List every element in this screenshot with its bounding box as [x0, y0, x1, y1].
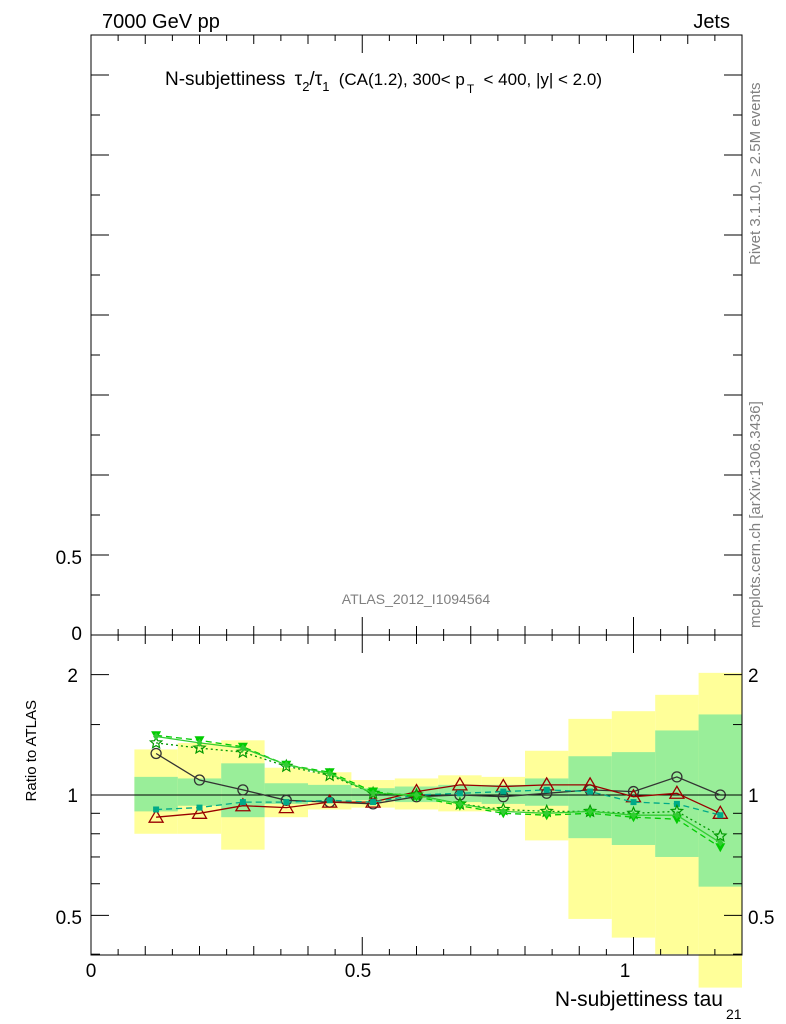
- point-diamond-3: [283, 760, 290, 769]
- y-axis-label: Ratio to ATLAS: [23, 700, 40, 801]
- point-square-10: [587, 788, 594, 795]
- series-line-diamond: [156, 735, 721, 844]
- point-square-5: [370, 799, 377, 806]
- ratio-ytick-right-1: 1: [748, 786, 759, 807]
- title-tau-2: τ: [295, 69, 303, 90]
- main-frame: [90, 34, 743, 636]
- point-circle-12: [671, 771, 683, 783]
- point-square-0: [153, 806, 160, 813]
- point-square-3: [283, 799, 290, 806]
- point-diamond-11: [630, 811, 637, 820]
- point-square-13: [717, 812, 724, 819]
- point-square-1: [196, 804, 203, 811]
- x-axis-label-subscript: 21: [726, 1006, 742, 1022]
- title-sub-T: T: [467, 82, 475, 96]
- point-diamond-0: [153, 732, 160, 741]
- point-triangle-13: [712, 805, 729, 819]
- green-band-bin-0: [134, 776, 178, 812]
- uncertainty-bands: [134, 672, 742, 988]
- header-process: Jets: [693, 11, 730, 33]
- main-panel: 0.5 0 N-subjettiness τ2/τ1 (CA(1.2), 300…: [56, 34, 743, 645]
- xtick-label-0.5: 0.5: [345, 961, 371, 982]
- green-band-bin-1: [177, 778, 222, 806]
- header-energy: 7000 GeV pp: [102, 11, 220, 33]
- ratio-ytick-right-0.5: 0.5: [748, 908, 774, 929]
- point-diamond-6: [413, 791, 420, 799]
- green-band-bin-4: [308, 784, 352, 803]
- point-square-2: [239, 799, 246, 806]
- point-triangle-3: [278, 799, 295, 814]
- point-triangle-7: [451, 776, 469, 791]
- x-axis-label-main: N-subjettiness tau: [555, 988, 723, 1011]
- point-diamond-4: [326, 769, 333, 778]
- point-triangle-12: [668, 784, 686, 799]
- title-part-a: N-subjettiness: [165, 69, 285, 90]
- ratio-ytick-left-2: 2: [67, 666, 78, 687]
- analysis-watermark: ATLAS_2012_I1094564: [342, 591, 491, 607]
- series-line-triangle: [156, 784, 721, 818]
- point-diamond-13: [717, 838, 724, 847]
- point-diamond-7: [456, 799, 463, 808]
- title-sub-2: 2: [302, 79, 309, 94]
- xtick-label-1: 1: [620, 961, 631, 982]
- point-square-7: [456, 790, 463, 797]
- point-diamond-12: [673, 811, 680, 820]
- series-line-square: [156, 789, 721, 816]
- main-ytick-label-0: 0: [71, 624, 82, 645]
- series-line-tri_down: [156, 734, 721, 848]
- point-diamond-10: [587, 807, 594, 816]
- point-triangle-0: [147, 808, 165, 823]
- point-square-4: [326, 797, 333, 804]
- title-part-c: < 400, |y| < 2.0): [484, 70, 602, 89]
- point-circle-0: [150, 747, 162, 760]
- point-square-8: [500, 788, 507, 795]
- point-circle-1: [193, 774, 206, 786]
- ratio-ytick-left-1: 1: [67, 786, 78, 807]
- green-band-bin-10: [568, 756, 612, 839]
- rivet-label: Rivet 3.1.10, ≥ 2.5M events: [747, 83, 764, 266]
- point-diamond-5: [370, 789, 377, 798]
- point-star-0: [148, 735, 164, 749]
- point-star-1: [192, 740, 207, 755]
- series-line-circle: [155, 752, 721, 805]
- xtick-label-0: 0: [86, 961, 97, 982]
- title-tau-1: τ: [315, 69, 323, 90]
- mcplots-label: mcplots.cern.ch [arXiv:1306.3436]: [747, 401, 764, 628]
- main-ytick-label-0.5: 0.5: [56, 548, 82, 569]
- green-band-bin-3: [264, 783, 308, 804]
- main-ticks: [90, 34, 743, 636]
- point-square-11: [630, 799, 637, 806]
- point-diamond-2: [239, 744, 246, 753]
- point-diamond-8: [500, 807, 507, 816]
- x-axis-label: N-subjettiness tau: [555, 988, 723, 1011]
- point-star-13: [713, 828, 728, 843]
- ratio-ytick-right-2: 2: [748, 666, 759, 687]
- point-diamond-1: [196, 738, 203, 747]
- ratio-panel: 2 1 0.5 2 1 0.5 0 0.5 1 N-subjettiness t…: [23, 634, 774, 1022]
- title-part-b: (CA(1.2), 300< p: [339, 70, 465, 89]
- point-triangle-1: [191, 805, 208, 819]
- point-diamond-9: [543, 809, 550, 818]
- point-circle-2: [237, 784, 249, 796]
- title-slash: /: [309, 69, 315, 90]
- point-square-9: [543, 786, 550, 793]
- ratio-ytick-left-0.5: 0.5: [56, 908, 82, 929]
- ratio-ticks: [90, 635, 743, 955]
- point-circle-3: [280, 794, 292, 806]
- point-triangle-2: [234, 797, 252, 812]
- mc-series: [147, 731, 729, 853]
- point-tri_down-13: [715, 843, 726, 853]
- title-sub-1: 1: [322, 79, 329, 94]
